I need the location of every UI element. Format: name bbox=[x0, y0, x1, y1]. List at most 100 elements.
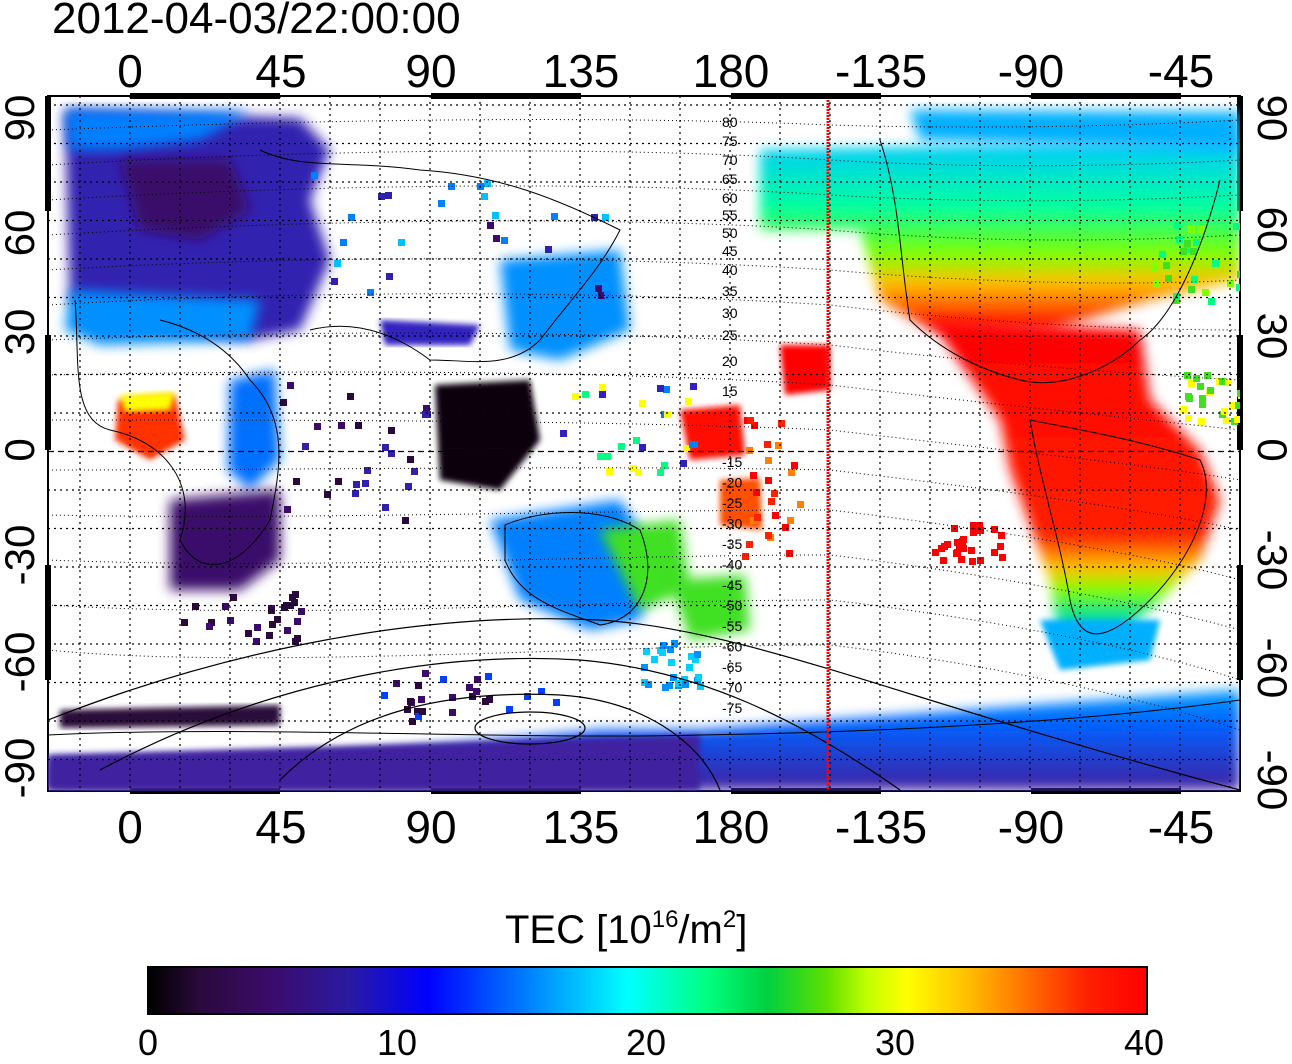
tec-pixel bbox=[954, 549, 961, 556]
lon-label-bottom-0: 0 bbox=[117, 801, 143, 853]
tec-pixel bbox=[764, 441, 771, 448]
tec-pixel bbox=[492, 212, 499, 219]
tec-pixel bbox=[1184, 372, 1191, 379]
tec-pixel bbox=[485, 673, 492, 680]
tec-pixel bbox=[695, 674, 702, 681]
tec-pixel bbox=[788, 469, 795, 476]
contour-label-south: -60 bbox=[722, 639, 742, 655]
lon-label-top-m90: -90 bbox=[997, 45, 1065, 97]
tec-pixel bbox=[1198, 226, 1205, 233]
tec-pixel bbox=[1236, 284, 1240, 291]
tec-pixel bbox=[227, 617, 234, 624]
tec-pixel bbox=[1207, 387, 1214, 394]
tec-pixel bbox=[407, 456, 414, 463]
tec-pixel bbox=[771, 490, 778, 497]
tec-pixel bbox=[1163, 262, 1170, 269]
tec-pixel bbox=[364, 467, 371, 474]
contour-label-north: 55 bbox=[722, 207, 738, 223]
tec-pixel bbox=[664, 411, 671, 418]
contour-label-south: -65 bbox=[722, 659, 742, 675]
tec-pixel bbox=[448, 183, 455, 190]
tec-pixel bbox=[481, 193, 488, 200]
tec-pixel bbox=[335, 478, 342, 485]
tec-pixel bbox=[754, 514, 761, 521]
tec-pixel bbox=[414, 708, 421, 715]
tec-pixel bbox=[661, 462, 668, 469]
colorbar-tick-20: 20 bbox=[625, 1022, 667, 1063]
lon-label-bottom-90: 90 bbox=[405, 801, 457, 853]
tec-pixel bbox=[440, 676, 447, 683]
tec-pixel bbox=[686, 664, 693, 671]
tec-pixel bbox=[657, 647, 664, 654]
tec-pixel bbox=[976, 522, 983, 529]
tec-pixel bbox=[970, 522, 977, 529]
tec-pixel bbox=[1173, 297, 1180, 304]
tec-pixel bbox=[602, 214, 609, 221]
tec-pixel bbox=[977, 557, 984, 564]
tec-pixel bbox=[419, 708, 426, 715]
tec-pixel bbox=[253, 638, 260, 645]
tec-pixel bbox=[274, 616, 281, 623]
tec-pixel bbox=[1225, 379, 1232, 386]
tec-pixel bbox=[1229, 402, 1236, 409]
lon-label-top-180: 180 bbox=[692, 45, 770, 97]
tec-pixel bbox=[486, 696, 493, 703]
tec-pixel bbox=[289, 594, 296, 601]
tec-pixel bbox=[560, 430, 567, 437]
tec-pixel bbox=[666, 682, 673, 689]
tec-pixel bbox=[553, 699, 560, 706]
tec-pixel bbox=[551, 213, 558, 220]
tec-pixel bbox=[438, 200, 445, 207]
tec-pixel bbox=[449, 709, 456, 716]
tec-pixel bbox=[599, 384, 606, 391]
tec-pixel bbox=[367, 289, 374, 296]
contour-label-north: 45 bbox=[722, 243, 738, 259]
tec-pixel bbox=[1202, 289, 1209, 296]
tec-pixel bbox=[280, 399, 287, 406]
tec-pixel bbox=[969, 558, 976, 565]
tec-pixel bbox=[1153, 280, 1160, 287]
lon-label-bottom-m90: -90 bbox=[997, 801, 1065, 853]
tec-pixel bbox=[697, 683, 704, 690]
tec-pixel bbox=[192, 603, 199, 610]
tec-pixel bbox=[662, 684, 669, 691]
tec-pixel bbox=[338, 422, 345, 429]
tec-pixel bbox=[960, 545, 967, 552]
tec-pixel bbox=[970, 529, 977, 536]
tec-pixel bbox=[1233, 223, 1240, 230]
tec-pixel bbox=[641, 679, 648, 686]
tec-pixel bbox=[1174, 222, 1181, 229]
lon-label-bottom-m45: -45 bbox=[1147, 801, 1215, 853]
tec-pixel bbox=[765, 457, 772, 464]
tec-pixel bbox=[501, 237, 508, 244]
colorbar-title-prefix: TEC [10 bbox=[505, 908, 652, 952]
tec-pixel bbox=[268, 607, 275, 614]
tec-pixel bbox=[524, 693, 531, 700]
tec-pixel bbox=[469, 693, 476, 700]
contour-label-south: -25 bbox=[722, 495, 742, 511]
colorbar-tick-30: 30 bbox=[874, 1022, 916, 1063]
coastlines bbox=[48, 139, 1240, 737]
tec-pixel bbox=[797, 501, 804, 508]
contour-label-north: 80 bbox=[722, 114, 738, 130]
tec-pixel bbox=[206, 623, 213, 630]
contour-label-north: 60 bbox=[722, 190, 738, 206]
tec-pixel bbox=[1235, 402, 1240, 409]
tec-pixel bbox=[582, 391, 589, 398]
lon-label-bottom-180: 180 bbox=[692, 801, 770, 853]
tec-pixel bbox=[298, 608, 305, 615]
colorbar-tick-10: 10 bbox=[376, 1022, 418, 1063]
tec-pixel bbox=[670, 674, 677, 681]
contour-label-north: 65 bbox=[722, 171, 738, 187]
tec-pixel bbox=[685, 398, 692, 405]
contour-label-south: -35 bbox=[722, 536, 742, 552]
tec-pixel bbox=[473, 688, 480, 695]
tec-pixel bbox=[1165, 275, 1172, 282]
contour-label-south: -55 bbox=[722, 618, 742, 634]
tec-pixel bbox=[954, 539, 961, 546]
tec-pixel bbox=[1193, 375, 1200, 382]
tec-pixel bbox=[381, 692, 388, 699]
tec-pixel bbox=[932, 549, 939, 556]
tec-pixel bbox=[768, 498, 775, 505]
tec-pixel bbox=[1188, 380, 1195, 387]
